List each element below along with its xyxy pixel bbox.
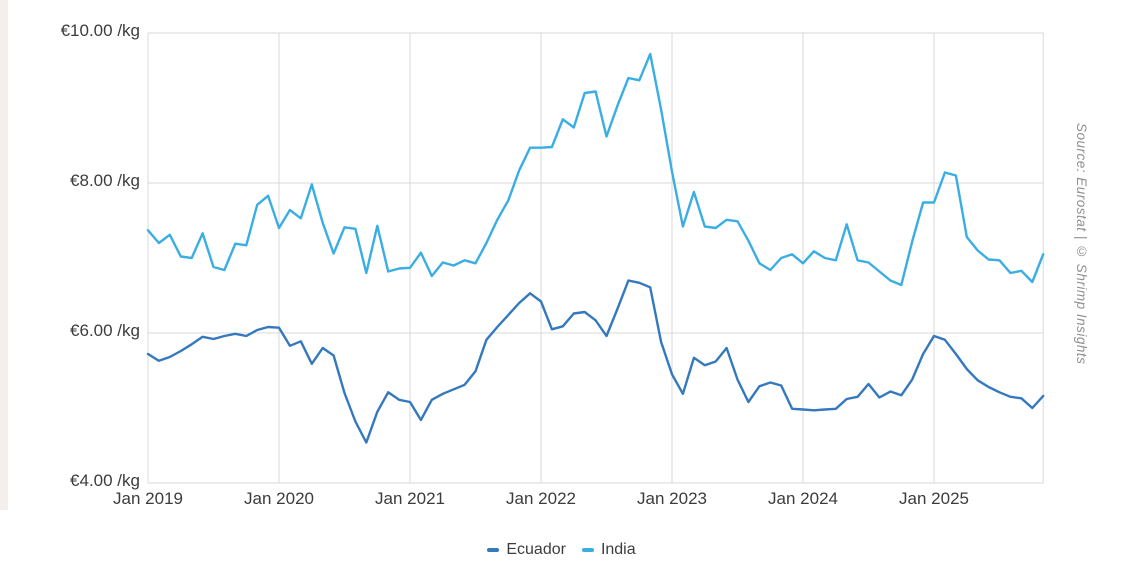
legend-item-india[interactable]: India bbox=[581, 541, 636, 559]
ecuador-line bbox=[146, 279, 1045, 444]
y-axis-label: €8.00 /kg bbox=[70, 171, 140, 190]
x-axis-label: Jan 2023 bbox=[637, 489, 707, 508]
ecuador-line-swatch-icon bbox=[487, 548, 500, 552]
x-axis-label: Jan 2020 bbox=[244, 489, 314, 508]
y-axis-label: €6.00 /kg bbox=[70, 321, 140, 340]
x-axis-label: Jan 2019 bbox=[113, 489, 183, 508]
india-line-swatch-icon bbox=[581, 548, 594, 552]
y-axis-label: €4.00 /kg bbox=[70, 471, 140, 490]
x-axis-label: Jan 2022 bbox=[506, 489, 576, 508]
chart-legend: Ecuador India bbox=[0, 541, 1123, 559]
legend-label-ecuador: Ecuador bbox=[506, 541, 566, 558]
india-line bbox=[146, 52, 1045, 287]
legend-label-india: India bbox=[600, 541, 636, 558]
legend-item-ecuador[interactable]: Ecuador bbox=[487, 541, 566, 559]
left-edge-strip bbox=[0, 0, 8, 510]
x-axis-label: Jan 2024 bbox=[768, 489, 838, 508]
y-axis-label: €10.00 /kg bbox=[60, 21, 140, 40]
x-axis-label: Jan 2021 bbox=[375, 489, 445, 508]
source-attribution: Source: Eurostat | © Shrimp Insights bbox=[1074, 123, 1089, 365]
x-axis-label: Jan 2025 bbox=[899, 489, 969, 508]
